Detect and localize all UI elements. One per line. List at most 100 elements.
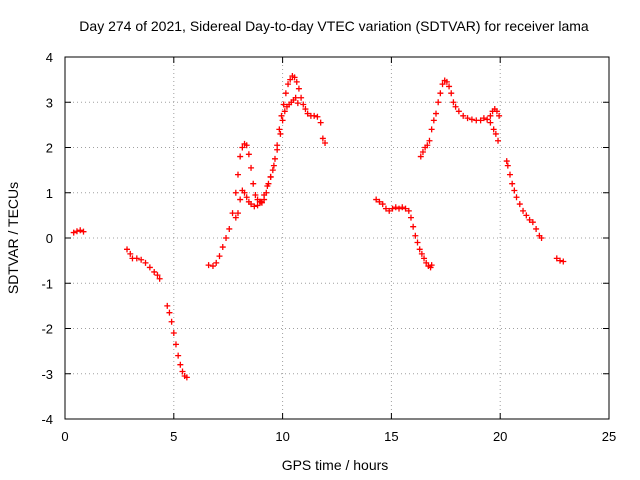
data-point [234, 210, 241, 217]
data-point [448, 90, 455, 97]
data-point [156, 275, 163, 282]
data-point [291, 74, 298, 81]
data-point [232, 189, 239, 196]
data-point [487, 112, 494, 119]
data-point [205, 262, 212, 269]
data-point [402, 205, 409, 212]
data-point [179, 368, 186, 375]
data-point [243, 142, 250, 149]
x-tick-label: 25 [602, 429, 616, 444]
data-point [142, 259, 149, 266]
data-points [70, 73, 567, 381]
data-point [450, 99, 457, 106]
data-point [234, 171, 241, 178]
data-point [277, 130, 284, 137]
data-point [254, 202, 261, 209]
data-point [399, 204, 406, 211]
data-point [241, 189, 248, 196]
data-point [229, 210, 236, 217]
data-point [311, 112, 318, 119]
data-point [258, 199, 265, 206]
data-point [396, 205, 403, 212]
data-point [379, 201, 386, 208]
x-tick-label: 0 [61, 429, 68, 444]
data-point [392, 204, 399, 211]
data-point [560, 258, 567, 265]
data-point [538, 235, 545, 241]
data-point [250, 180, 257, 187]
y-tick-label: 0 [46, 231, 53, 246]
data-point [504, 162, 511, 169]
data-point [480, 115, 487, 122]
data-point [213, 259, 220, 266]
data-point [151, 268, 158, 275]
data-point [405, 207, 412, 214]
data-point [511, 187, 518, 194]
data-point [209, 263, 216, 270]
data-point [285, 81, 292, 88]
y-tick-label: -4 [41, 412, 53, 427]
data-point [243, 194, 250, 201]
data-point [496, 112, 503, 119]
data-point [124, 246, 131, 253]
data-point [77, 227, 84, 234]
data-point [410, 223, 417, 230]
data-point [127, 250, 134, 257]
data-point [455, 108, 462, 115]
data-point [435, 99, 442, 106]
y-tick-label: -3 [41, 367, 53, 382]
y-axis-label: SDTVAR / TECUs [5, 182, 21, 294]
y-tick-label: 1 [46, 186, 53, 201]
data-point [177, 361, 184, 368]
data-point [302, 106, 309, 113]
data-segment [70, 227, 87, 236]
data-point [251, 203, 258, 210]
data-point [267, 173, 274, 180]
data-point [553, 255, 560, 262]
data-point [257, 198, 264, 205]
data-point [446, 83, 453, 90]
data-point [216, 253, 223, 260]
grid [65, 57, 609, 419]
data-point [529, 219, 536, 226]
data-point [237, 196, 244, 203]
data-point [430, 117, 437, 124]
x-axis-label: GPS time / hours [282, 457, 389, 473]
x-tick-label: 5 [170, 429, 177, 444]
data-point [133, 255, 140, 262]
data-point [437, 90, 444, 97]
data-point [433, 110, 440, 117]
data-point [423, 259, 430, 266]
data-point [428, 262, 435, 269]
data-point [170, 330, 177, 337]
data-point [419, 149, 426, 156]
data-point [503, 158, 510, 165]
y-tick-label: -1 [41, 276, 53, 291]
data-point [138, 256, 145, 263]
data-point [245, 151, 252, 158]
data-point [484, 116, 491, 123]
data-point [428, 126, 435, 133]
data-point [248, 164, 255, 171]
data-point [298, 94, 305, 101]
data-point [506, 171, 513, 178]
data-point [168, 318, 175, 325]
data-segment [487, 106, 503, 119]
data-point [424, 142, 431, 149]
data-point [477, 117, 484, 124]
data-segment [503, 158, 545, 241]
data-point [523, 212, 530, 219]
data-point [452, 103, 459, 110]
data-point [261, 192, 268, 199]
data-point [490, 126, 497, 133]
data-point [274, 146, 281, 153]
data-point [417, 153, 424, 160]
data-point [516, 201, 523, 208]
data-point [294, 100, 301, 107]
data-point [287, 76, 294, 83]
data-point [219, 244, 226, 251]
data-point [533, 225, 540, 232]
data-point [226, 225, 233, 232]
data-segment [205, 73, 329, 270]
